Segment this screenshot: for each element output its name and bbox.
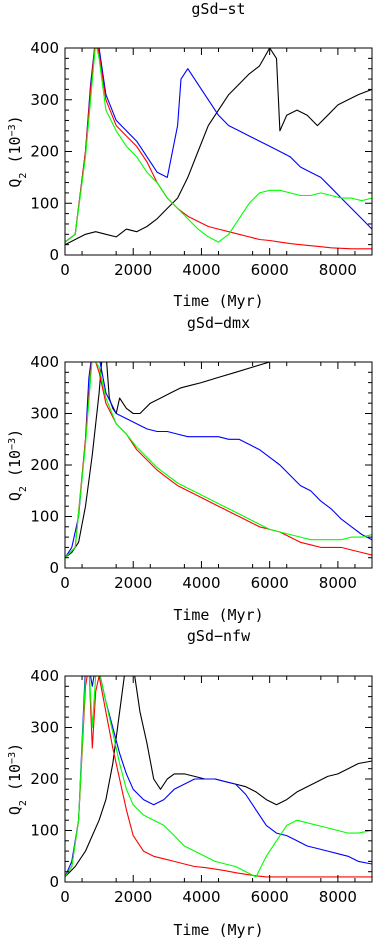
y-tick-label: 100: [30, 508, 59, 526]
x-axis-label: Time (Myr): [173, 292, 263, 310]
x-tick-label: 6000: [251, 888, 289, 906]
y-axis-label-ylabel-exp: −3: [7, 752, 18, 764]
x-tick-label: 6000: [251, 574, 289, 592]
chart-panel-3: gSd−nfw 0 2000 4000 6000 8000 0 100 200 300 400 Tim…: [6, 627, 373, 939]
series-line-1: [65, 676, 372, 878]
series-line-4: [65, 48, 372, 243]
chart-panel-1: gSd−st 0 2000 4000 6000 8000 0 100 200 300 400 Time…: [6, 0, 373, 310]
y-axis-label-ylabel-exp: −3: [7, 438, 18, 450]
y-tick-label: 200: [30, 143, 59, 161]
y-axis-label-ylabel-exp: −3: [7, 124, 18, 136]
y-axis-label-ylabel-close: ): [6, 429, 24, 438]
y-tick-label: 0: [49, 873, 59, 891]
y-tick-label: 0: [49, 246, 59, 264]
x-tick-label: 0: [60, 888, 70, 906]
x-tick-label: 8000: [319, 261, 357, 279]
x-tick-label: 0: [60, 574, 70, 592]
y-axis-label-ylabel: Q: [6, 806, 24, 815]
x-tick-label: 2000: [114, 574, 152, 592]
x-tick-label: 6000: [251, 261, 289, 279]
y-axis-label-ylabel-unit: (10: [6, 450, 24, 486]
series-line-3: [65, 676, 372, 878]
y-axis-label-ylabel-sub: 2: [18, 800, 29, 806]
series-line-4: [65, 362, 372, 559]
y-axis-label-ylabel-close: ): [6, 743, 24, 752]
chart-title: gSd−st: [191, 0, 245, 18]
y-tick-label: 300: [30, 91, 59, 109]
series-line-1: [65, 48, 372, 246]
x-axis-label: Time (Myr): [173, 921, 263, 939]
x-tick-label: 8000: [319, 888, 357, 906]
y-tick-label: 400: [30, 353, 59, 371]
series-line-1: [65, 362, 274, 559]
y-axis-label-ylabel-unit: (10: [6, 764, 24, 800]
series-line-2: [65, 362, 372, 559]
chart-title: gSd−dmx: [187, 314, 250, 332]
y-tick-label: 200: [30, 770, 59, 788]
series-line-3: [65, 362, 372, 559]
x-tick-label: 4000: [182, 888, 220, 906]
y-axis-label-ylabel-close: ): [6, 115, 24, 124]
y-axis-label-ylabel: Q: [6, 179, 24, 188]
plot-frame: [64, 361, 373, 569]
y-axis-label-ylabel-unit: (10: [6, 136, 24, 172]
y-tick-label: 400: [30, 39, 59, 57]
series-line-2: [65, 676, 372, 878]
x-tick-label: 2000: [114, 888, 152, 906]
x-tick-label: 0: [60, 261, 70, 279]
y-axis-label: Q2 (10−3): [6, 429, 29, 501]
x-tick-label: 4000: [182, 261, 220, 279]
y-tick-label: 100: [30, 194, 59, 212]
x-tick-label: 4000: [182, 574, 220, 592]
y-axis-label-ylabel: Q: [6, 492, 24, 501]
y-axis-label: Q2 (10−3): [6, 743, 29, 815]
chart-title: gSd−nfw: [187, 627, 251, 645]
y-tick-label: 400: [30, 667, 59, 685]
y-tick-label: 300: [30, 405, 59, 423]
y-tick-label: 0: [49, 559, 59, 577]
y-axis-label: Q2 (10−3): [6, 115, 29, 187]
y-tick-label: 100: [30, 822, 59, 840]
y-tick-label: 300: [30, 719, 59, 737]
plot-frame: [64, 47, 373, 256]
y-axis-label-ylabel-sub: 2: [18, 173, 29, 179]
series-line-4: [65, 676, 372, 878]
x-tick-label: 2000: [114, 261, 152, 279]
x-tick-label: 8000: [319, 574, 357, 592]
chart-panel-2: gSd−dmx 0 2000 4000 6000 8000 0 100 200 300 400 Tim…: [6, 314, 373, 624]
x-axis-label: Time (Myr): [173, 606, 263, 624]
series-line-3: [65, 48, 372, 250]
y-tick-label: 200: [30, 456, 59, 474]
series-line-2: [65, 48, 372, 243]
y-axis-label-ylabel-sub: 2: [18, 486, 29, 492]
